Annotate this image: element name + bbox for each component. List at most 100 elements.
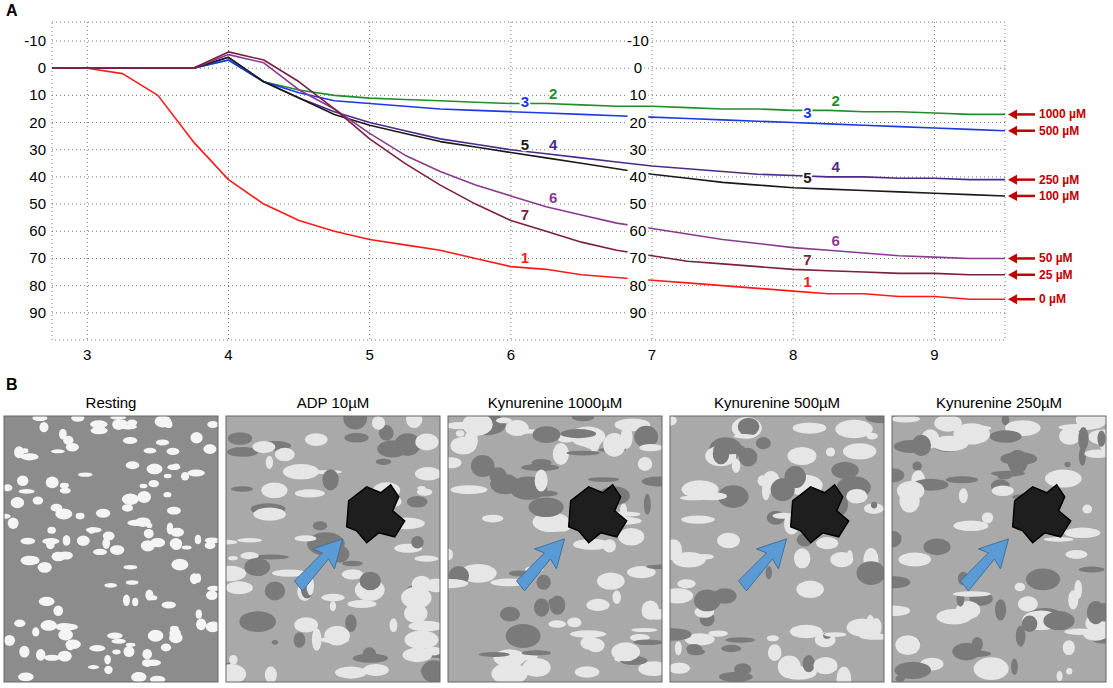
texture (148, 480, 159, 487)
curve (52, 57, 1005, 196)
y2-tick-label: -10 (627, 32, 649, 49)
texture (536, 575, 550, 590)
y2-axis: -100102030405060708090 (625, 32, 651, 321)
x-tick-label: 8 (789, 346, 797, 363)
texture (633, 639, 662, 645)
texture (167, 507, 181, 515)
aggregate (791, 485, 849, 543)
texture (195, 535, 201, 544)
curve-label: 7 (803, 251, 811, 268)
texture (20, 538, 35, 545)
texture (732, 417, 762, 439)
texture (343, 416, 367, 429)
annotation: 100 µM (1039, 189, 1079, 203)
annotation-arrowhead (1008, 175, 1017, 185)
texture (58, 651, 72, 662)
texture (63, 535, 71, 546)
texture (127, 520, 144, 526)
texture (171, 540, 182, 551)
texture (826, 448, 835, 457)
curve-label: 7 (521, 206, 529, 223)
texture (123, 646, 134, 657)
texture (372, 416, 385, 430)
y-tick-label: 30 (29, 141, 46, 158)
texture (4, 514, 11, 519)
texture (19, 646, 29, 658)
texture (330, 601, 336, 611)
texture (506, 624, 541, 648)
texture (107, 632, 123, 639)
texture (169, 632, 183, 643)
texture (376, 459, 392, 465)
texture (167, 464, 180, 470)
y2-tick-label: 90 (630, 304, 647, 321)
micrograph (448, 416, 662, 682)
curve-label: 1 (803, 273, 811, 290)
grid-line (52, 231, 1005, 232)
texture (148, 595, 157, 600)
y-tick-label: 80 (29, 277, 46, 294)
texture (946, 476, 978, 483)
texture (857, 561, 884, 585)
texture (1066, 550, 1088, 559)
y2-tick-label: 40 (630, 168, 647, 185)
x-tick-label: 6 (507, 346, 515, 363)
grid-line (52, 122, 1005, 123)
texture (768, 644, 782, 661)
texture (46, 539, 55, 549)
texture (846, 489, 867, 504)
texture (123, 437, 137, 444)
annotation-arrow (1015, 257, 1035, 260)
texture (163, 492, 171, 497)
texture (717, 533, 740, 549)
texture (448, 579, 468, 588)
texture (1018, 596, 1038, 611)
texture (294, 535, 316, 541)
texture (60, 483, 67, 488)
texture (164, 474, 172, 479)
image-title: Kynurenine 1000µM (488, 394, 623, 411)
texture (1056, 671, 1062, 681)
texture (415, 467, 440, 481)
texture (567, 618, 581, 628)
texture (18, 673, 34, 682)
texture (14, 446, 24, 458)
texture (90, 420, 108, 428)
texture (122, 494, 139, 505)
texture (32, 627, 39, 636)
texture (1000, 452, 1037, 465)
texture (813, 657, 837, 674)
texture (494, 649, 526, 667)
texture (548, 599, 555, 606)
texture (190, 573, 199, 584)
texture (76, 513, 85, 520)
texture (895, 635, 920, 655)
texture (732, 459, 741, 473)
texture (207, 586, 218, 591)
texture (1058, 424, 1095, 431)
texture (244, 558, 270, 576)
texture (639, 444, 662, 451)
texture (335, 666, 367, 678)
texture (206, 591, 218, 600)
texture (294, 617, 318, 632)
image-title: Kynurenine 500µM (714, 394, 840, 411)
texture (1011, 658, 1018, 675)
texture (1045, 470, 1082, 488)
grid-line (52, 312, 1005, 313)
texture (553, 443, 569, 465)
texture (892, 468, 904, 482)
texture (738, 418, 760, 436)
texture (173, 463, 180, 469)
texture (533, 426, 561, 443)
texture (790, 625, 823, 638)
texture (283, 464, 319, 479)
texture (275, 448, 295, 461)
texture (123, 565, 137, 570)
texture (226, 664, 246, 682)
texture (670, 416, 677, 425)
curve-label: 2 (831, 92, 839, 109)
curve-label: 6 (549, 189, 557, 206)
texture (1063, 640, 1075, 655)
texture (611, 642, 640, 661)
